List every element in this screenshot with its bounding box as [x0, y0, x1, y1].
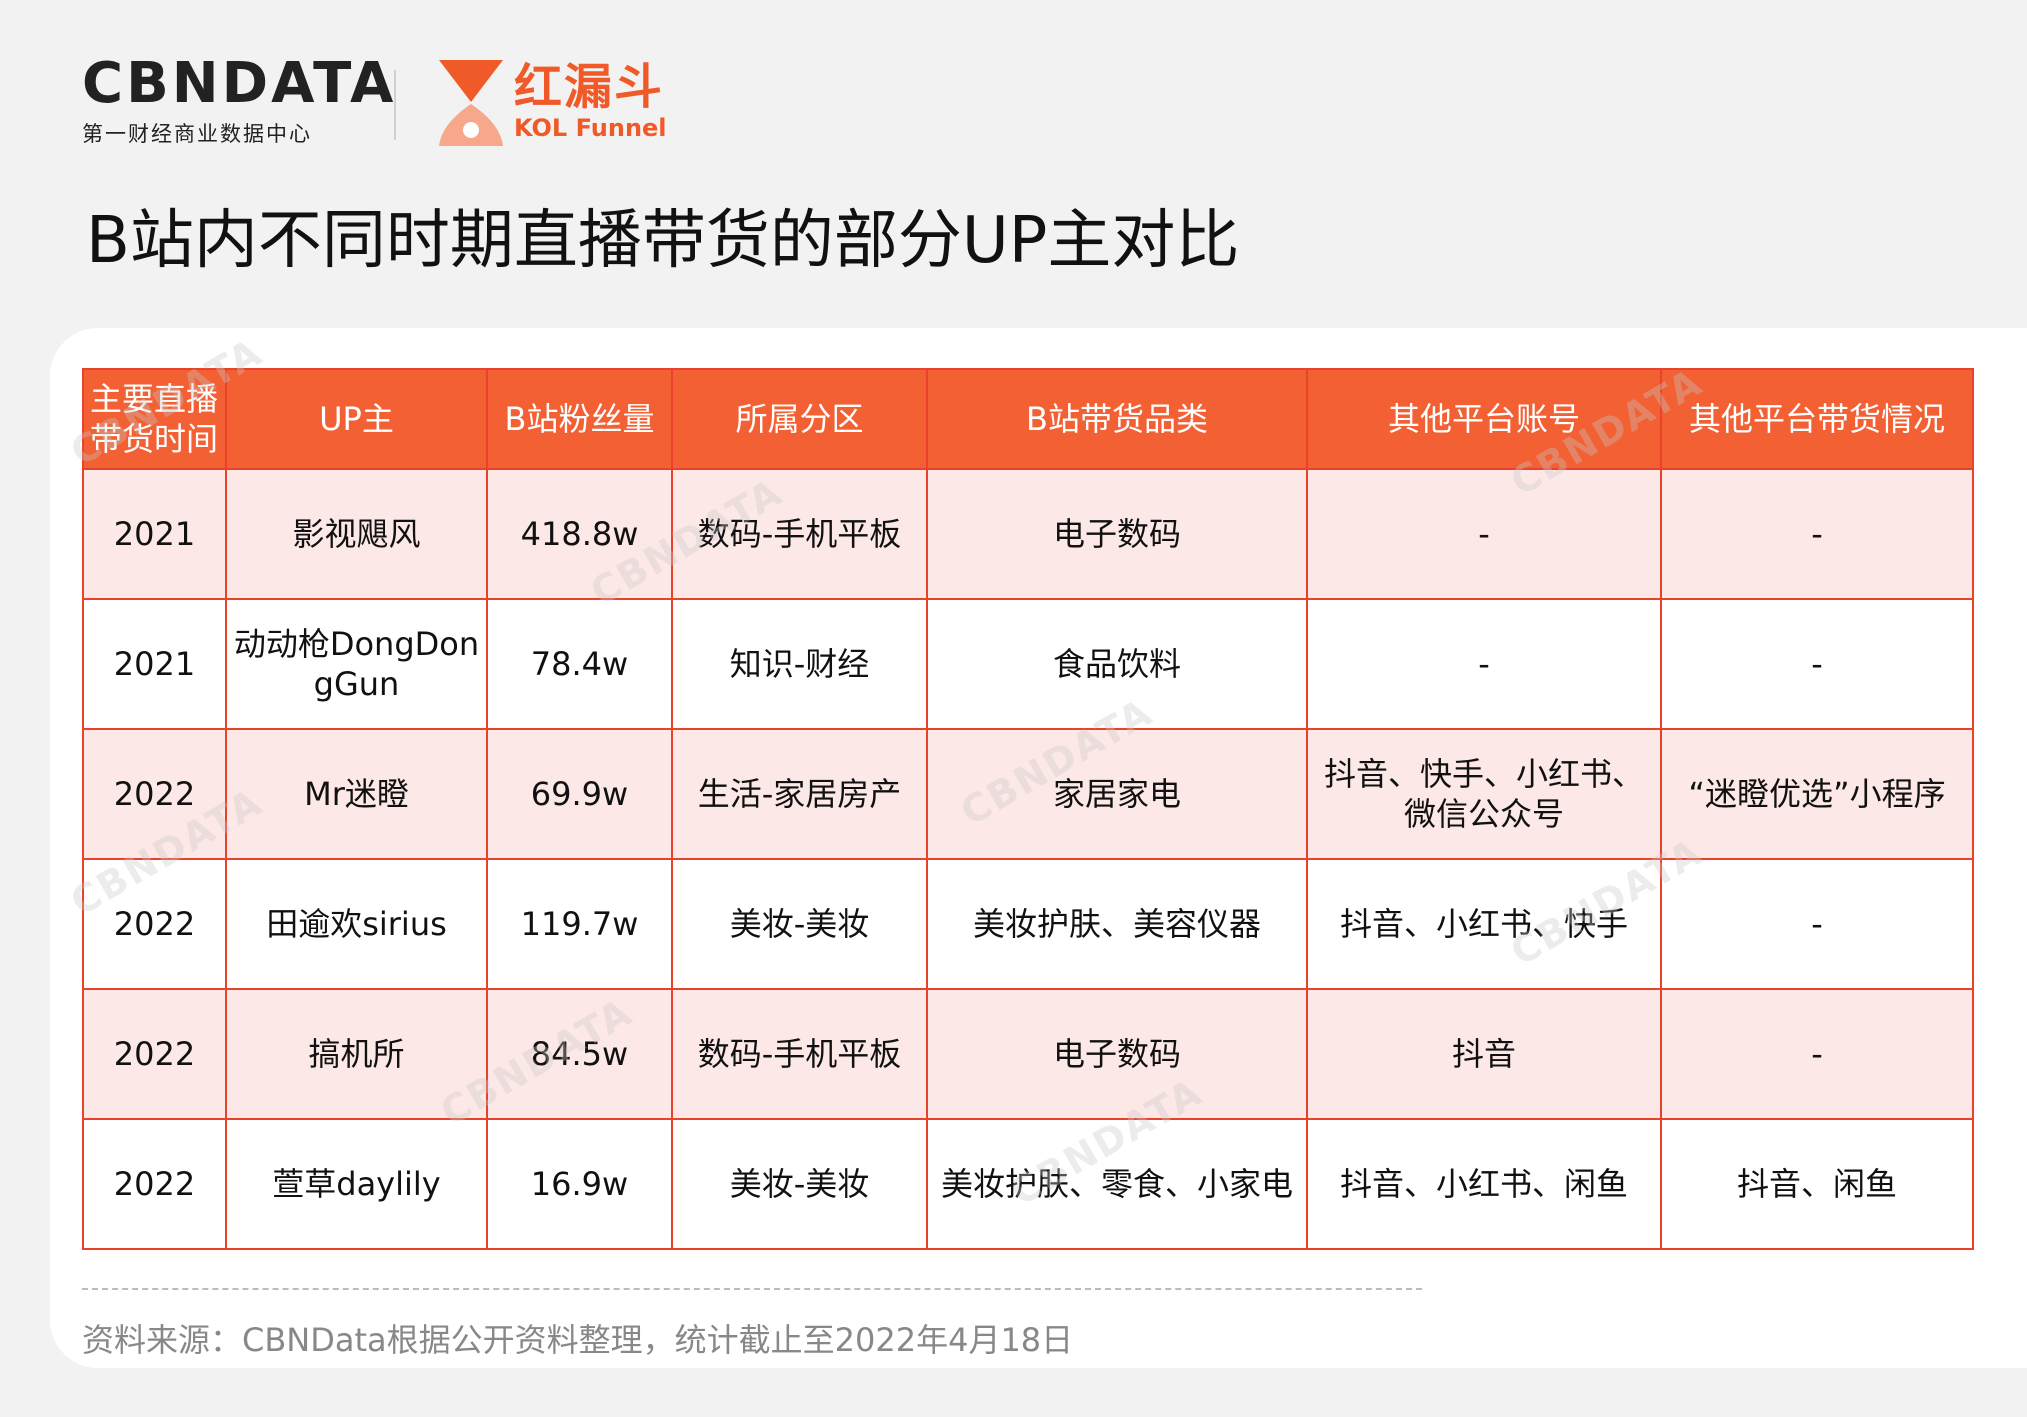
cell-fans: 119.7w [486, 858, 673, 990]
table-header-row: 主要直播带货时间 UP主 B站粉丝量 所属分区 B站带货品类 其他平台账号 其他… [82, 368, 1974, 470]
kol-funnel-logo: 红漏斗 KOL Funnel [514, 60, 667, 142]
cell-other-sales: - [1660, 858, 1974, 990]
cell-zone: 知识-财经 [671, 598, 928, 730]
table-row: 2021 动动枪DongDongGun 78.4w 知识-财经 食品饮料 - - [82, 598, 1974, 730]
cell-other-sales: - [1660, 988, 1974, 1120]
cell-other-sales: “迷瞪优选”小程序 [1660, 728, 1974, 860]
cell-time: 2022 [82, 988, 227, 1120]
cell-time: 2022 [82, 1118, 227, 1250]
table-row: 2022 搞机所 84.5w 数码-手机平板 电子数码 抖音 - [82, 988, 1974, 1120]
cell-other-accounts: - [1306, 598, 1662, 730]
cell-other-accounts: 抖音、快手、小红书、微信公众号 [1306, 728, 1662, 860]
cell-category: 电子数码 [926, 468, 1308, 600]
cell-other-accounts: 抖音、小红书、快手 [1306, 858, 1662, 990]
cell-time: 2021 [82, 468, 227, 600]
up-comparison-table: 主要直播带货时间 UP主 B站粉丝量 所属分区 B站带货品类 其他平台账号 其他… [82, 368, 1974, 1250]
cell-time: 2021 [82, 598, 227, 730]
cbndata-logo-word: CBNDATA [82, 51, 397, 116]
cell-zone: 美妆-美妆 [671, 858, 928, 990]
cell-fans: 418.8w [486, 468, 673, 600]
cell-other-accounts: - [1306, 468, 1662, 600]
cell-category: 家居家电 [926, 728, 1308, 860]
funnel-icon [439, 60, 503, 146]
table-row: 2022 田逾欢sirius 119.7w 美妆-美妆 美妆护肤、美容仪器 抖音… [82, 858, 1974, 990]
cell-fans: 16.9w [486, 1118, 673, 1250]
cell-category: 美妆护肤、美容仪器 [926, 858, 1308, 990]
cell-other-accounts: 抖音 [1306, 988, 1662, 1120]
header: CBNDATA 第一财经商业数据中心 红漏斗 KOL Funnel B站内不同时… [0, 0, 2027, 320]
logo-divider [394, 70, 396, 140]
cell-category: 食品饮料 [926, 598, 1308, 730]
cell-fans: 69.9w [486, 728, 673, 860]
cell-fans: 84.5w [486, 988, 673, 1120]
header-time: 主要直播带货时间 [82, 368, 227, 470]
page-title: B站内不同时期直播带货的部分UP主对比 [86, 204, 1240, 278]
cell-up: 搞机所 [225, 988, 488, 1120]
cbndata-logo: CBNDATA 第一财经商业数据中心 [82, 51, 397, 148]
cell-other-accounts: 抖音、小红书、闲鱼 [1306, 1118, 1662, 1250]
cell-other-sales: - [1660, 598, 1974, 730]
cell-category: 美妆护肤、零食、小家电 [926, 1118, 1308, 1250]
cell-up: 萱草daylily [225, 1118, 488, 1250]
source-note: 资料来源：CBNData根据公开资料整理，统计截止至2022年4月18日 [82, 1321, 1074, 1359]
cbndata-logo-subtitle: 第一财经商业数据中心 [82, 122, 312, 146]
table-row: 2022 萱草daylily 16.9w 美妆-美妆 美妆护肤、零食、小家电 抖… [82, 1118, 1974, 1250]
cell-category: 电子数码 [926, 988, 1308, 1120]
table-row: 2022 Mr迷瞪 69.9w 生活-家居房产 家居家电 抖音、快手、小红书、微… [82, 728, 1974, 860]
kol-funnel-logo-en: KOL Funnel [514, 114, 667, 142]
header-category: B站带货品类 [926, 368, 1308, 470]
cell-up: Mr迷瞪 [225, 728, 488, 860]
cell-up: 影视飓风 [225, 468, 488, 600]
cell-zone: 生活-家居房产 [671, 728, 928, 860]
source-divider [82, 1288, 1422, 1290]
table-row: 2021 影视飓风 418.8w 数码-手机平板 电子数码 - - [82, 468, 1974, 600]
cell-zone: 美妆-美妆 [671, 1118, 928, 1250]
cell-time: 2022 [82, 728, 227, 860]
cell-up: 田逾欢sirius [225, 858, 488, 990]
cell-other-sales: - [1660, 468, 1974, 600]
cell-fans: 78.4w [486, 598, 673, 730]
header-other-sales: 其他平台带货情况 [1660, 368, 1974, 470]
cell-other-sales: 抖音、闲鱼 [1660, 1118, 1974, 1250]
header-other-accounts: 其他平台账号 [1306, 368, 1662, 470]
cell-time: 2022 [82, 858, 227, 990]
cell-zone: 数码-手机平板 [671, 988, 928, 1120]
header-fans: B站粉丝量 [486, 368, 673, 470]
header-zone: 所属分区 [671, 368, 928, 470]
kol-funnel-logo-cn: 红漏斗 [514, 59, 665, 115]
cell-up: 动动枪DongDongGun [225, 598, 488, 730]
header-up: UP主 [225, 368, 488, 470]
cell-zone: 数码-手机平板 [671, 468, 928, 600]
